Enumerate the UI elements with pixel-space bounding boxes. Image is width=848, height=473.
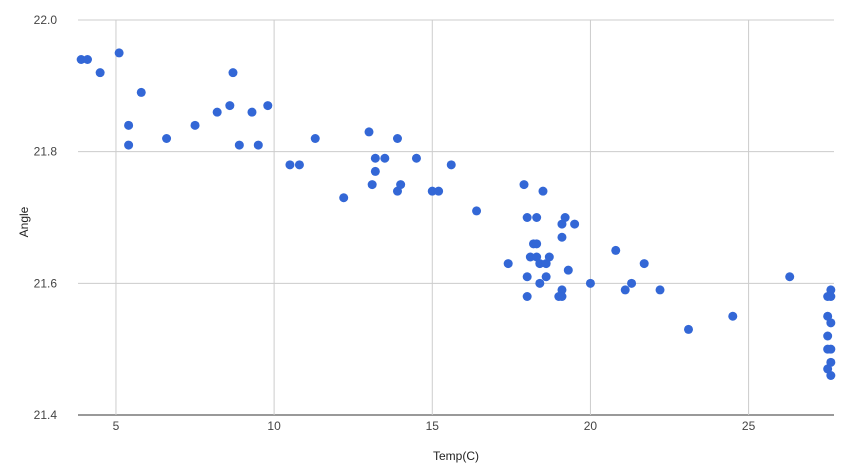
data-point — [823, 331, 833, 341]
data-point — [683, 324, 693, 334]
x-tick-label: 20 — [584, 419, 598, 433]
data-point — [538, 186, 548, 196]
data-point — [247, 107, 257, 117]
data-point — [826, 318, 836, 328]
data-point — [370, 166, 380, 176]
data-point — [396, 180, 406, 190]
data-point — [253, 140, 263, 150]
y-axis-ticks: 21.4 21.6 21.8 22.0 — [34, 13, 58, 422]
data-point — [826, 292, 836, 301]
data-point — [446, 160, 456, 170]
data-point — [225, 101, 235, 111]
data-point — [544, 252, 554, 262]
data-point — [263, 101, 273, 111]
data-point — [434, 186, 444, 196]
data-point — [82, 55, 92, 64]
data-point — [162, 134, 172, 143]
y-tick-label: 21.8 — [34, 145, 58, 159]
x-tick-label: 25 — [742, 419, 756, 433]
data-point — [541, 272, 551, 282]
data-point — [364, 127, 374, 137]
data-point — [557, 285, 567, 295]
data-point — [728, 311, 738, 321]
data-point — [427, 186, 437, 196]
data-point — [124, 140, 134, 150]
data-point — [532, 213, 542, 222]
data-point — [411, 153, 421, 163]
data-point — [585, 278, 595, 288]
data-point — [620, 285, 630, 295]
data-point — [535, 278, 545, 288]
data-point — [535, 259, 545, 269]
x-tick-label: 10 — [267, 419, 281, 433]
data-point — [310, 134, 320, 143]
data-point — [392, 134, 402, 143]
data-point — [826, 357, 836, 367]
data-point — [76, 55, 86, 64]
data-point — [522, 272, 532, 282]
data-point — [190, 120, 200, 130]
data-point — [563, 265, 573, 275]
x-axis-ticks: 5 10 15 20 25 — [113, 419, 756, 433]
data-point — [557, 232, 567, 242]
y-tick-label: 21.6 — [34, 276, 58, 290]
data-point — [472, 206, 482, 216]
data-point — [826, 371, 836, 380]
data-point — [525, 252, 535, 262]
data-point — [639, 259, 649, 269]
x-tick-label: 15 — [426, 419, 440, 433]
data-point — [519, 180, 529, 190]
data-point — [339, 193, 349, 203]
data-point — [611, 245, 621, 255]
data-point — [826, 344, 836, 354]
data-point — [212, 107, 222, 117]
data-point — [826, 285, 836, 295]
data-point — [557, 292, 567, 301]
data-point — [655, 285, 665, 295]
data-point — [124, 120, 134, 130]
data-point — [228, 68, 238, 78]
data-point — [503, 259, 513, 269]
data-point — [785, 272, 795, 282]
y-tick-label: 21.4 — [34, 408, 58, 422]
x-axis-label: Temp(C) — [433, 449, 479, 463]
y-axis-label: Angle — [17, 206, 31, 237]
data-point — [95, 68, 105, 78]
grid-lines — [78, 19, 834, 416]
data-points — [76, 48, 836, 380]
data-point — [522, 213, 532, 222]
data-point — [627, 278, 637, 288]
data-point — [570, 219, 580, 229]
data-point — [114, 48, 124, 58]
data-point — [522, 292, 532, 301]
data-point — [560, 213, 570, 222]
data-point — [285, 160, 295, 170]
y-tick-label: 22.0 — [34, 13, 58, 27]
data-point — [380, 153, 390, 163]
data-point — [367, 180, 377, 190]
data-point — [234, 140, 244, 150]
data-point — [370, 153, 380, 163]
data-point — [294, 160, 304, 170]
data-point — [532, 239, 542, 249]
x-tick-label: 5 — [113, 419, 120, 433]
data-point — [136, 87, 146, 97]
